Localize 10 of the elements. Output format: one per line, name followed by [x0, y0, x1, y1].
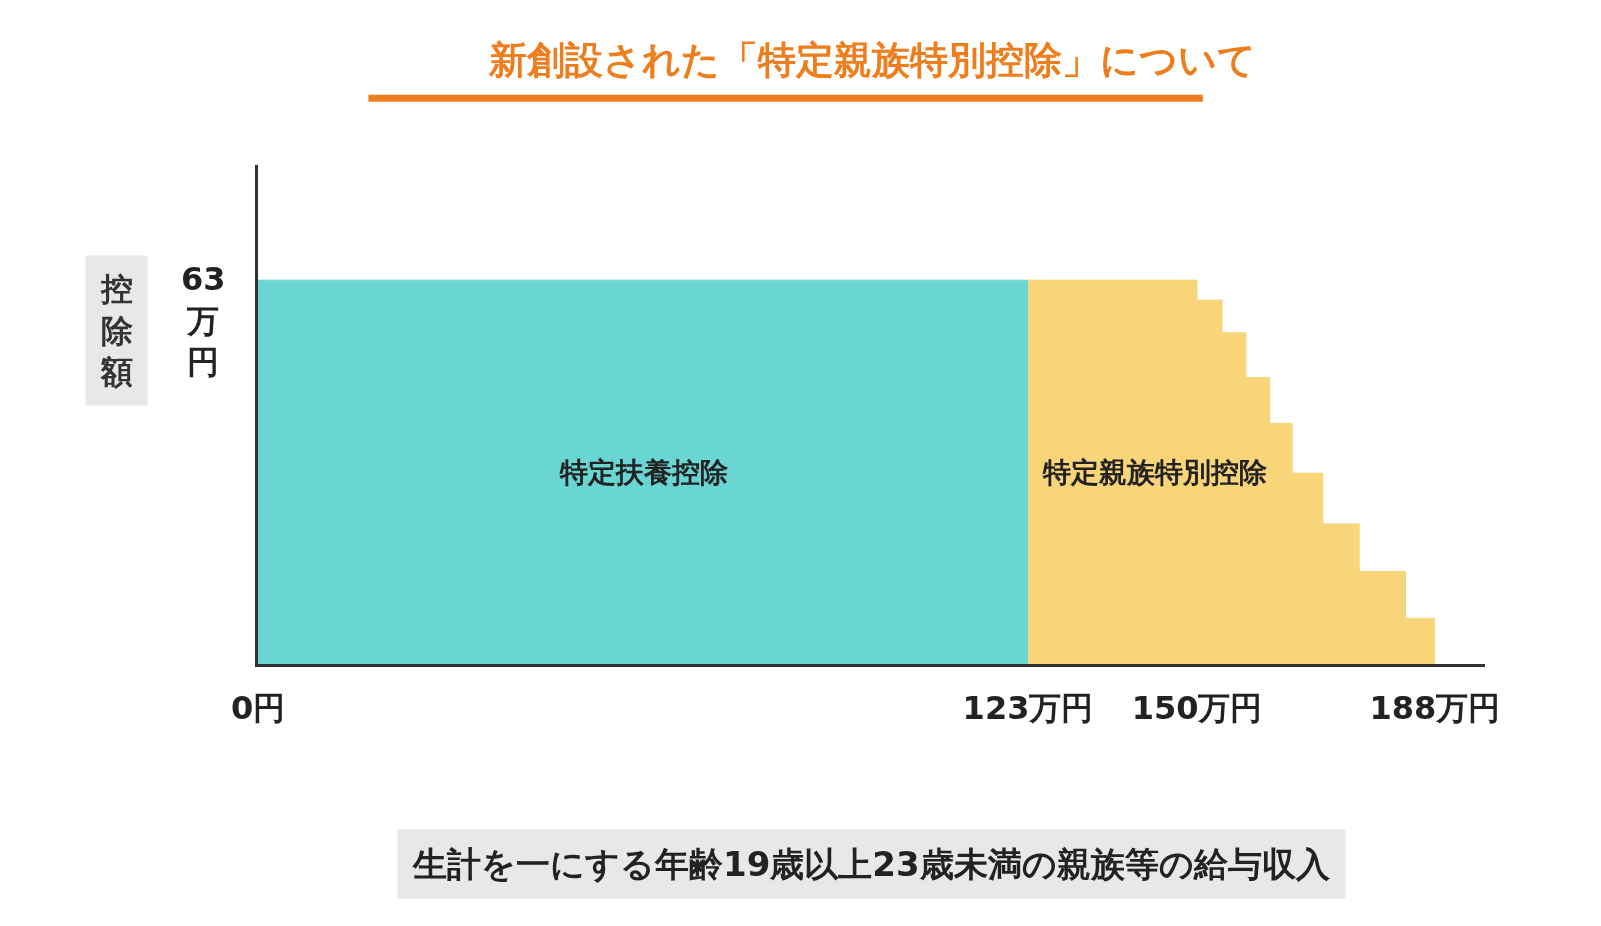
x-tick-label: 123万円	[962, 689, 1094, 728]
series-label: 特定扶養控除	[559, 456, 728, 489]
y-axis-title: 控除額	[100, 270, 133, 392]
x-tick-label: 150万円	[1131, 689, 1263, 728]
x-tick-label: 188万円	[1369, 689, 1501, 728]
x-axis-title: 生計を一にする年齢19歳以上23歳未満の親族等の給与収入	[412, 844, 1331, 884]
text: 63万円	[181, 260, 226, 382]
chart-title: 新創設された「特定親族特別控除」について	[488, 38, 1256, 82]
series-label: 特定親族特別控除	[1042, 456, 1267, 489]
x-tick-label: 0円	[230, 689, 286, 728]
